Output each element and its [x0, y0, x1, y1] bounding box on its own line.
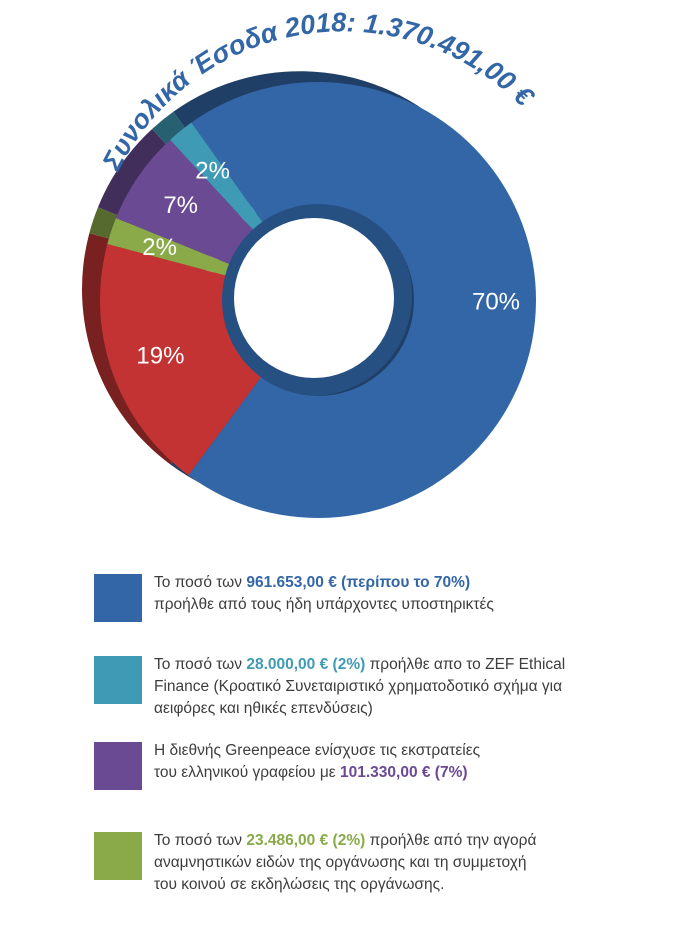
legend-line: του κοινού σε εκδηλώσεις της οργάνωσης.	[154, 874, 536, 896]
legend-text-part: του ελληνικού γραφείου με	[154, 764, 340, 781]
legend-text-purple: Η διεθνής Greenpeace ενίσχυσε τις εκστρα…	[154, 740, 480, 784]
legend-amount: 961.653,00 € (περίπου το 70%)	[246, 574, 471, 591]
legend-line: αειφόρες και ηθικές επενδύσεις)	[154, 698, 565, 720]
slice-label: 2%	[142, 234, 177, 261]
legend-amount: 23.486,00 € (2%)	[246, 832, 366, 849]
slice-4	[170, 122, 263, 230]
legend-amount: 101.330,00 € (7%)	[339, 764, 468, 781]
legend-swatch-green	[94, 832, 142, 880]
slice-2	[107, 218, 230, 276]
legend-text-part: προήλθε από τους ήδη υπάρχοντες υποστηρι…	[154, 596, 494, 613]
legend-text-part: Το ποσό των	[154, 832, 247, 849]
slice-label: 19%	[136, 342, 184, 369]
legend-text-teal: Το ποσό των 28.000,00 € (2%) προήλθε απο…	[154, 654, 565, 720]
donut-slices	[81, 71, 536, 518]
slice-label: 7%	[163, 192, 198, 219]
donut-chart: Συνολικά Έσοδα 2018: 1.370.491,00 € 70%1…	[81, 7, 540, 518]
legend-swatch-purple	[94, 742, 142, 790]
legend-text-part: αναμνηστικών ειδών της οργάνωσης και τη …	[154, 854, 527, 871]
legend-text-part: του κοινού σε εκδηλώσεις της οργάνωσης.	[154, 876, 445, 893]
legend-text-part: αειφόρες και ηθικές επενδύσεις)	[154, 700, 373, 717]
legend-text-part: Το ποσό των	[154, 574, 247, 591]
legend-text-part: προήλθε απο το ZEF Ethical	[365, 656, 566, 673]
legend-line: αναμνηστικών ειδών της οργάνωσης και τη …	[154, 852, 536, 874]
slice-1	[99, 244, 261, 476]
legend-text-part: Η διεθνής Greenpeace ενίσχυσε τις εκστρα…	[154, 742, 481, 759]
legend-line: Η διεθνής Greenpeace ενίσχυσε τις εκστρα…	[154, 740, 480, 762]
slice-3	[115, 139, 253, 264]
legend-swatch-teal	[94, 656, 142, 704]
slice-label: 2%	[195, 157, 230, 184]
legend-amount: 28.000,00 € (2%)	[246, 656, 366, 673]
legend-line: Το ποσό των 23.486,00 € (2%) προήλθε από…	[154, 830, 536, 852]
legend-line: Το ποσό των 961.653,00 € (περίπου το 70%…	[154, 572, 494, 594]
legend-line: προήλθε από τους ήδη υπάρχοντες υποστηρι…	[154, 594, 494, 616]
legend-swatch-blue	[94, 574, 142, 622]
legend-text-part: Finance (Κροατικό Συνεταιριστικό χρηματο…	[154, 678, 563, 695]
legend-text-blue: Το ποσό των 961.653,00 € (περίπου το 70%…	[154, 572, 494, 616]
legend-line: Finance (Κροατικό Συνεταιριστικό χρηματο…	[154, 676, 565, 698]
slice-labels: 70% 19% 2% 7% 2%	[136, 157, 520, 369]
legend-line: του ελληνικού γραφείου με 101.330,00 € (…	[154, 762, 480, 784]
legend-line: Το ποσό των 28.000,00 € (2%) προήλθε απο…	[154, 654, 565, 676]
legend-text-part: Το ποσό των	[154, 656, 247, 673]
legend-text-part: προήλθε από την αγορά	[365, 832, 537, 849]
donut-hole	[234, 218, 394, 378]
slice-label: 70%	[472, 288, 520, 315]
slice-0	[188, 81, 536, 518]
legend-text-green: Το ποσό των 23.486,00 € (2%) προήλθε από…	[154, 830, 536, 896]
